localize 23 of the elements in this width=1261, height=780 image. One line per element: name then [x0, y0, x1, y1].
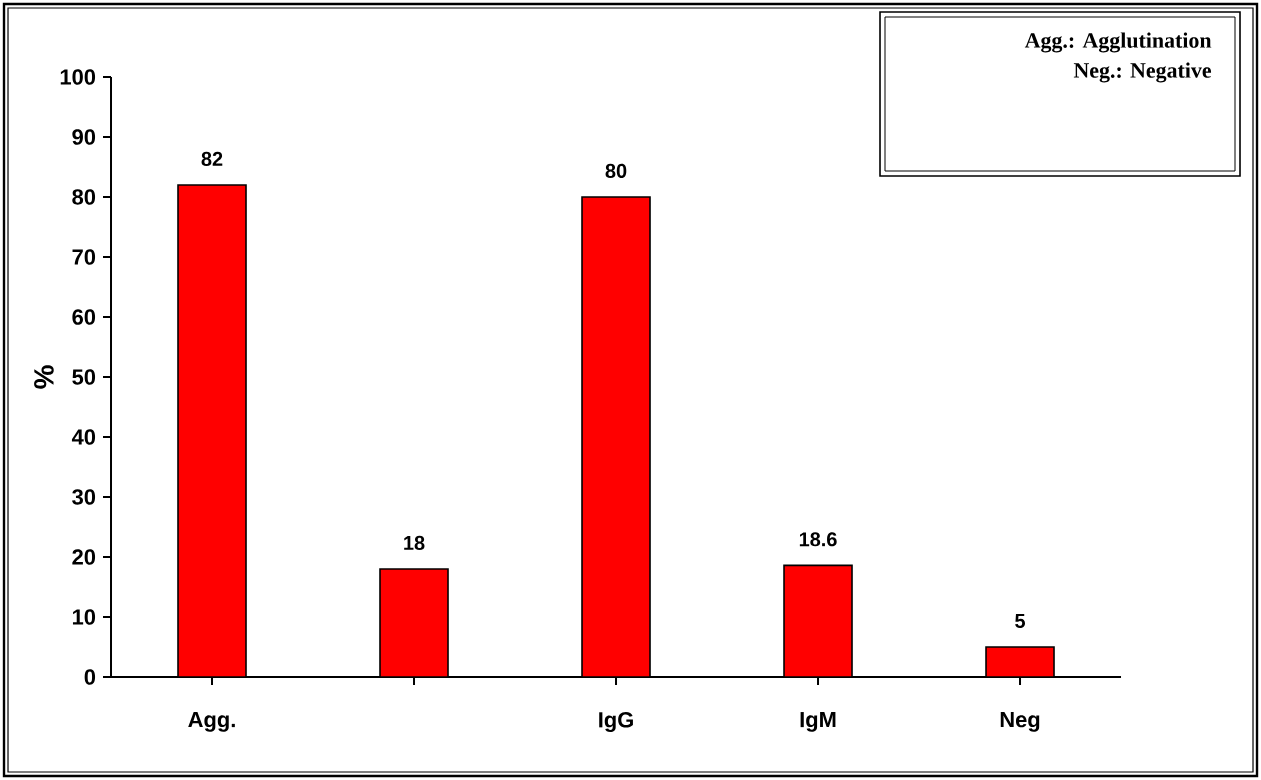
y-tick-label: 30 [72, 489, 96, 505]
data-label: 18.6 [799, 532, 837, 547]
y-tick-label: 20 [72, 549, 96, 565]
y-axis-title: % [34, 365, 54, 389]
data-label: 80 [605, 163, 627, 178]
y-tick-label: 50 [72, 369, 96, 385]
data-label: 5 [1015, 614, 1026, 628]
x-tick-label: IgG [599, 712, 633, 732]
y-tick-label: 10 [72, 609, 96, 625]
y-tick-label: 40 [71, 429, 96, 445]
y-tick-label: 0 [84, 669, 96, 685]
y-tick-label: 60 [72, 309, 96, 325]
data-label: 82 [201, 151, 223, 166]
y-tick-label: 100 [60, 69, 96, 85]
x-tick-label: Agg. [188, 712, 235, 732]
x-tick-label: Neg [1000, 712, 1040, 732]
y-tick-label: 90 [72, 129, 96, 145]
y-tick-label: 70 [72, 249, 96, 265]
x-tick-label: IgM [800, 712, 836, 732]
y-tick-label: 80 [72, 189, 96, 205]
annotation: Neg.: Negative [1073, 62, 1212, 83]
text: Agg.: Agglutination [1024, 32, 1212, 53]
data-label: 18 [404, 535, 425, 550]
